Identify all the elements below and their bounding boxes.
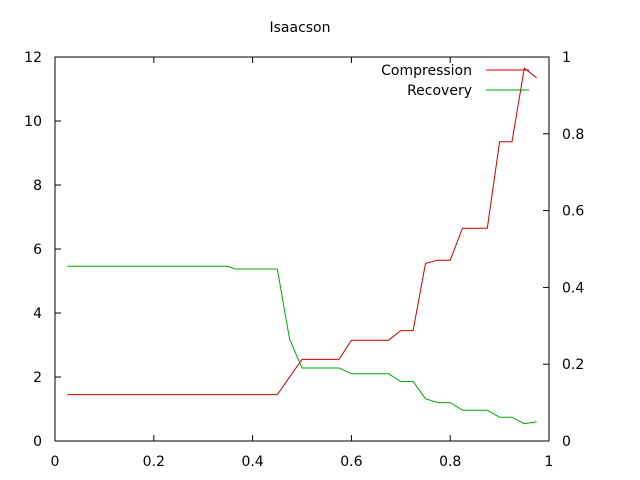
- x-tick-label: 0.2: [143, 454, 165, 470]
- y-tick-label: 8: [33, 178, 42, 194]
- series-layer: [67, 67, 537, 425]
- y2-tick-label: 0.6: [562, 204, 584, 220]
- y-tick-label: 10: [24, 114, 42, 130]
- series-line-recovery: [67, 265, 537, 425]
- y2-tick-label: 0.4: [562, 280, 584, 296]
- y2-tick-label: 0: [562, 434, 571, 450]
- x-tick-label: 0.4: [241, 454, 263, 470]
- series-line-compression: [67, 67, 537, 396]
- x-tick-label: 0.8: [439, 454, 461, 470]
- y-tick-label: 2: [33, 370, 42, 386]
- y-tick-label: 6: [33, 242, 42, 258]
- y-tick-label: 4: [33, 306, 42, 322]
- x-tick-label: 0: [51, 454, 60, 470]
- y-tick-label: 12: [24, 50, 42, 66]
- legend-label-compression: Compression: [381, 63, 472, 79]
- x-tick-label: 0.6: [340, 454, 362, 470]
- y-axis-right: 0 0.2 0.4 0.6 0.8 1: [543, 50, 584, 450]
- y2-tick-label: 1: [562, 50, 571, 66]
- x-tick-label: 1: [545, 454, 554, 470]
- plot-frame: [54, 56, 550, 442]
- y2-tick-label: 0.8: [562, 127, 584, 143]
- legend: Compression Recovery: [381, 63, 529, 99]
- y-axis-left: 0 2 4 6 8 10 12: [24, 50, 61, 450]
- chart-title: Isaacson: [269, 20, 330, 36]
- y2-tick-label: 0.2: [562, 357, 584, 373]
- x-axis: 0 0.2 0.4 0.6 0.8 1: [51, 57, 554, 470]
- y-tick-label: 0: [33, 434, 42, 450]
- legend-label-recovery: Recovery: [407, 83, 472, 99]
